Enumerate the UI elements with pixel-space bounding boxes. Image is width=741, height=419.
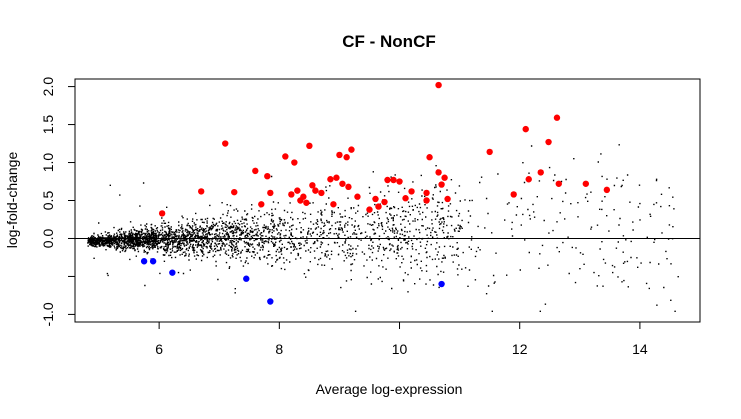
data-point — [381, 198, 388, 206]
x-axis-label: Average log-expression — [316, 381, 463, 397]
y-tick-label: 2.0 — [40, 77, 56, 97]
y-axis-label: log-fold-change — [4, 152, 20, 249]
data-point — [297, 197, 304, 204]
data-point — [149, 258, 157, 265]
x-tick-label: 12 — [512, 341, 528, 357]
data-point — [158, 210, 166, 217]
data-point — [438, 280, 445, 288]
data-point — [555, 180, 562, 187]
data-point — [423, 197, 430, 204]
data-point — [330, 201, 337, 208]
data-point — [396, 178, 403, 185]
chart-title: CF - NonCF — [342, 32, 435, 51]
data-point — [345, 183, 352, 191]
data-point — [545, 138, 552, 146]
data-point — [438, 181, 445, 188]
data-point — [140, 258, 148, 265]
significant-points — [140, 81, 611, 305]
data-point — [390, 176, 397, 184]
data-point — [303, 199, 310, 206]
data-point — [294, 187, 301, 194]
data-point — [291, 159, 298, 166]
data-point — [435, 169, 442, 176]
x-tick-label: 14 — [632, 341, 648, 357]
x-tick-label: 8 — [275, 341, 283, 357]
data-point — [288, 191, 295, 198]
data-point — [354, 193, 361, 200]
data-point — [537, 169, 544, 176]
data-point — [339, 180, 346, 187]
data-point — [312, 187, 319, 194]
data-point — [309, 182, 316, 189]
y-axis: 2.0 1.5 1.0 0.5 0.0 -1.0 — [40, 77, 76, 326]
data-point — [486, 148, 493, 156]
data-point — [441, 174, 448, 181]
data-point — [282, 153, 289, 160]
data-point — [258, 201, 265, 208]
data-point — [423, 189, 430, 197]
data-point — [435, 81, 442, 89]
data-point — [582, 180, 590, 187]
data-point — [343, 154, 350, 161]
data-point — [603, 186, 611, 194]
data-point — [525, 176, 532, 183]
y-tick-label: 1.0 — [40, 153, 56, 173]
x-axis: 6 8 10 12 14 — [155, 321, 648, 357]
data-point — [327, 176, 334, 183]
data-point — [318, 189, 325, 197]
data-point — [384, 176, 391, 184]
data-point — [366, 206, 373, 213]
y-tick-label: 0.5 — [40, 191, 56, 211]
x-tick-label: 10 — [392, 341, 408, 357]
background-gene-points — [87, 144, 679, 312]
data-point — [267, 298, 274, 305]
plot-frame — [74, 78, 701, 323]
y-tick-label: 1.5 — [40, 115, 56, 135]
data-point — [252, 167, 259, 175]
data-point — [336, 151, 343, 159]
y-tick-label: -1.0 — [40, 302, 56, 326]
data-point — [372, 195, 379, 203]
data-point — [264, 173, 271, 180]
data-point — [402, 195, 409, 202]
data-point — [333, 174, 340, 181]
data-point — [348, 146, 355, 153]
data-point — [426, 154, 433, 161]
x-tick-label: 6 — [155, 341, 163, 357]
data-point — [553, 114, 561, 121]
background-points — [87, 144, 679, 312]
data-point — [375, 203, 382, 210]
data-point — [169, 269, 176, 276]
data-point — [306, 142, 313, 150]
data-point — [243, 275, 250, 282]
data-point — [267, 189, 274, 197]
data-point — [408, 188, 415, 195]
data-point — [231, 188, 238, 196]
data-point — [522, 125, 529, 133]
data-point — [198, 188, 205, 195]
data-point — [510, 191, 517, 198]
data-point — [222, 140, 229, 147]
y-tick-label: 0.0 — [40, 229, 56, 249]
data-point — [444, 195, 451, 203]
